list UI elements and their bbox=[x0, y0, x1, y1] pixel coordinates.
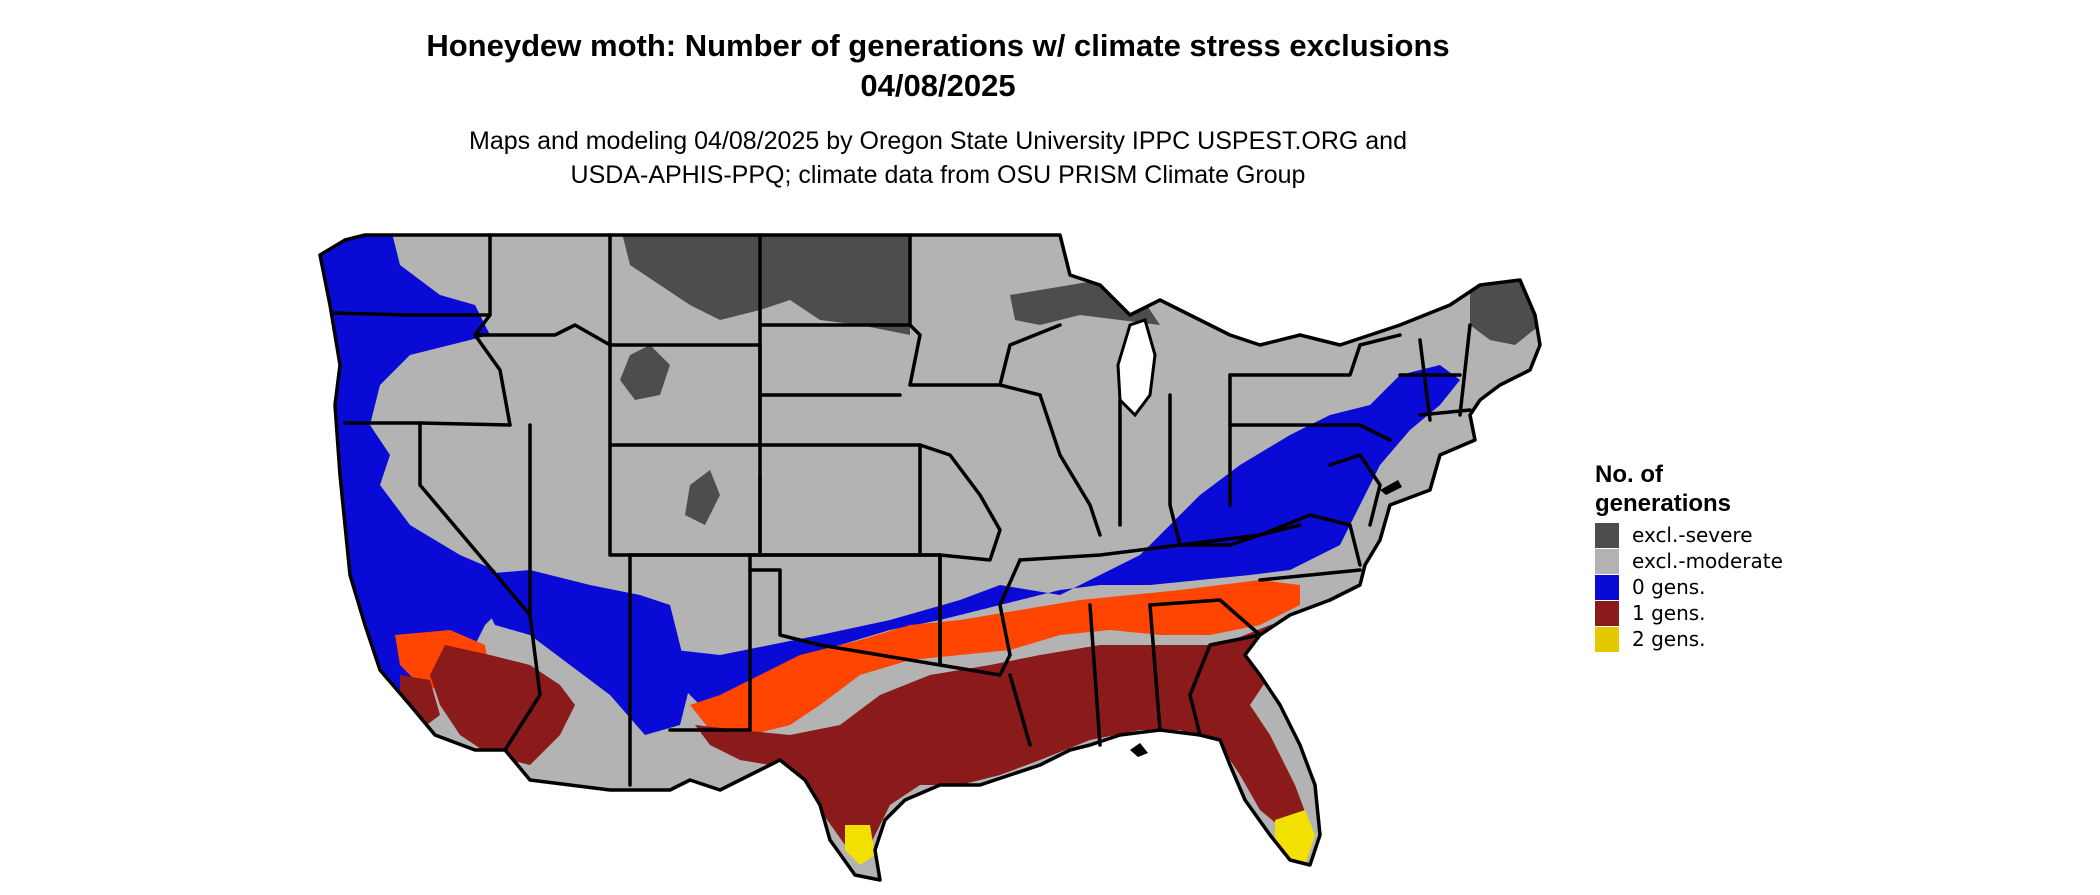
subtitle-line-1: Maps and modeling 04/08/2025 by Oregon S… bbox=[469, 127, 1407, 155]
border-or-ca-nv bbox=[343, 421, 512, 427]
lake-michigan bbox=[1116, 318, 1157, 418]
border-ms-al bbox=[1008, 603, 1162, 747]
zone-1-gens-transition bbox=[690, 580, 1300, 735]
zone-2-gens-south-texas bbox=[845, 825, 875, 865]
legend-item-excl-moderate: excl.-moderate bbox=[1595, 548, 1855, 574]
coastal-islands bbox=[1130, 480, 1402, 757]
legend-title-line-2: generations bbox=[1595, 490, 1732, 517]
legend-label-1-gens: 1 gens. bbox=[1632, 601, 1706, 625]
zone-excl-severe-maine bbox=[1470, 280, 1540, 345]
us-outline bbox=[318, 233, 1542, 882]
legend-swatch-1-gens bbox=[1595, 600, 1619, 626]
border-md-de bbox=[1328, 453, 1382, 527]
title-line-2: 04/08/2025 bbox=[860, 68, 1016, 103]
island-2 bbox=[1380, 480, 1402, 495]
border-ar-la bbox=[938, 553, 1022, 677]
legend-swatch-2-gens bbox=[1595, 626, 1619, 652]
map-title: Honeydew moth: Number of generations w/ … bbox=[0, 26, 1876, 106]
legend-title-line-1: No. of bbox=[1595, 461, 1663, 488]
legend-label-2-gens: 2 gens. bbox=[1632, 627, 1706, 651]
border-wi-il bbox=[998, 323, 1102, 537]
zone-0-gens-texas-band bbox=[630, 365, 1460, 710]
legend-label-0-gens: 0 gens. bbox=[1632, 575, 1706, 599]
zone-layers bbox=[320, 235, 1540, 880]
border-mt-south bbox=[473, 233, 612, 347]
border-mn-ia bbox=[908, 233, 1042, 397]
zone-excl-severe-wyoming bbox=[620, 345, 670, 400]
state-borders bbox=[318, 233, 1542, 882]
legend-item-1-gens: 1 gens. bbox=[1595, 600, 1855, 626]
title-line-1: Honeydew moth: Number of generations w/ … bbox=[426, 28, 1450, 63]
legend-items: excl.-severe excl.-moderate 0 gens. 1 ge… bbox=[1595, 522, 1855, 652]
subtitle-line-2: USDA-APHIS-PPQ; climate data from OSU PR… bbox=[570, 161, 1306, 189]
border-in-oh bbox=[1118, 373, 1232, 547]
border-dakotas bbox=[758, 233, 912, 447]
border-nm-tx bbox=[628, 553, 752, 732]
legend-label-excl-severe: excl.-severe bbox=[1632, 523, 1753, 547]
border-ca-nv bbox=[418, 421, 532, 617]
legend-item-2-gens: 2 gens. bbox=[1595, 626, 1855, 652]
legend-item-0-gens: 0 gens. bbox=[1595, 574, 1855, 600]
border-mo-ar bbox=[918, 443, 1002, 562]
legend-item-excl-severe: excl.-severe bbox=[1595, 522, 1855, 548]
border-pa-ny bbox=[1228, 333, 1402, 442]
border-va-nc bbox=[1178, 513, 1362, 582]
legend-title: No. of generations bbox=[1595, 460, 1855, 518]
zone-excl-severe-colorado bbox=[685, 470, 720, 525]
legend-swatch-excl-severe bbox=[1595, 522, 1619, 548]
island-1 bbox=[1130, 743, 1148, 757]
legend-swatch-excl-moderate bbox=[1595, 548, 1619, 574]
zone-excl-severe-north-plains bbox=[620, 235, 910, 335]
us-generations-map bbox=[318, 233, 1542, 882]
legend-swatch-0-gens bbox=[1595, 574, 1619, 600]
border-wa-or bbox=[330, 311, 492, 317]
map-subtitle: Maps and modeling 04/08/2025 by Oregon S… bbox=[0, 124, 1876, 192]
border-az-ca bbox=[503, 613, 542, 752]
border-ga-sc bbox=[1148, 598, 1262, 737]
border-new-england bbox=[1398, 323, 1472, 422]
legend-label-excl-moderate: excl.-moderate bbox=[1632, 549, 1783, 573]
legend: No. of generations excl.-severe excl.-mo… bbox=[1595, 460, 1855, 652]
zone-2-gens-keys bbox=[1215, 865, 1275, 880]
zone-excl-moderate bbox=[320, 235, 1540, 880]
